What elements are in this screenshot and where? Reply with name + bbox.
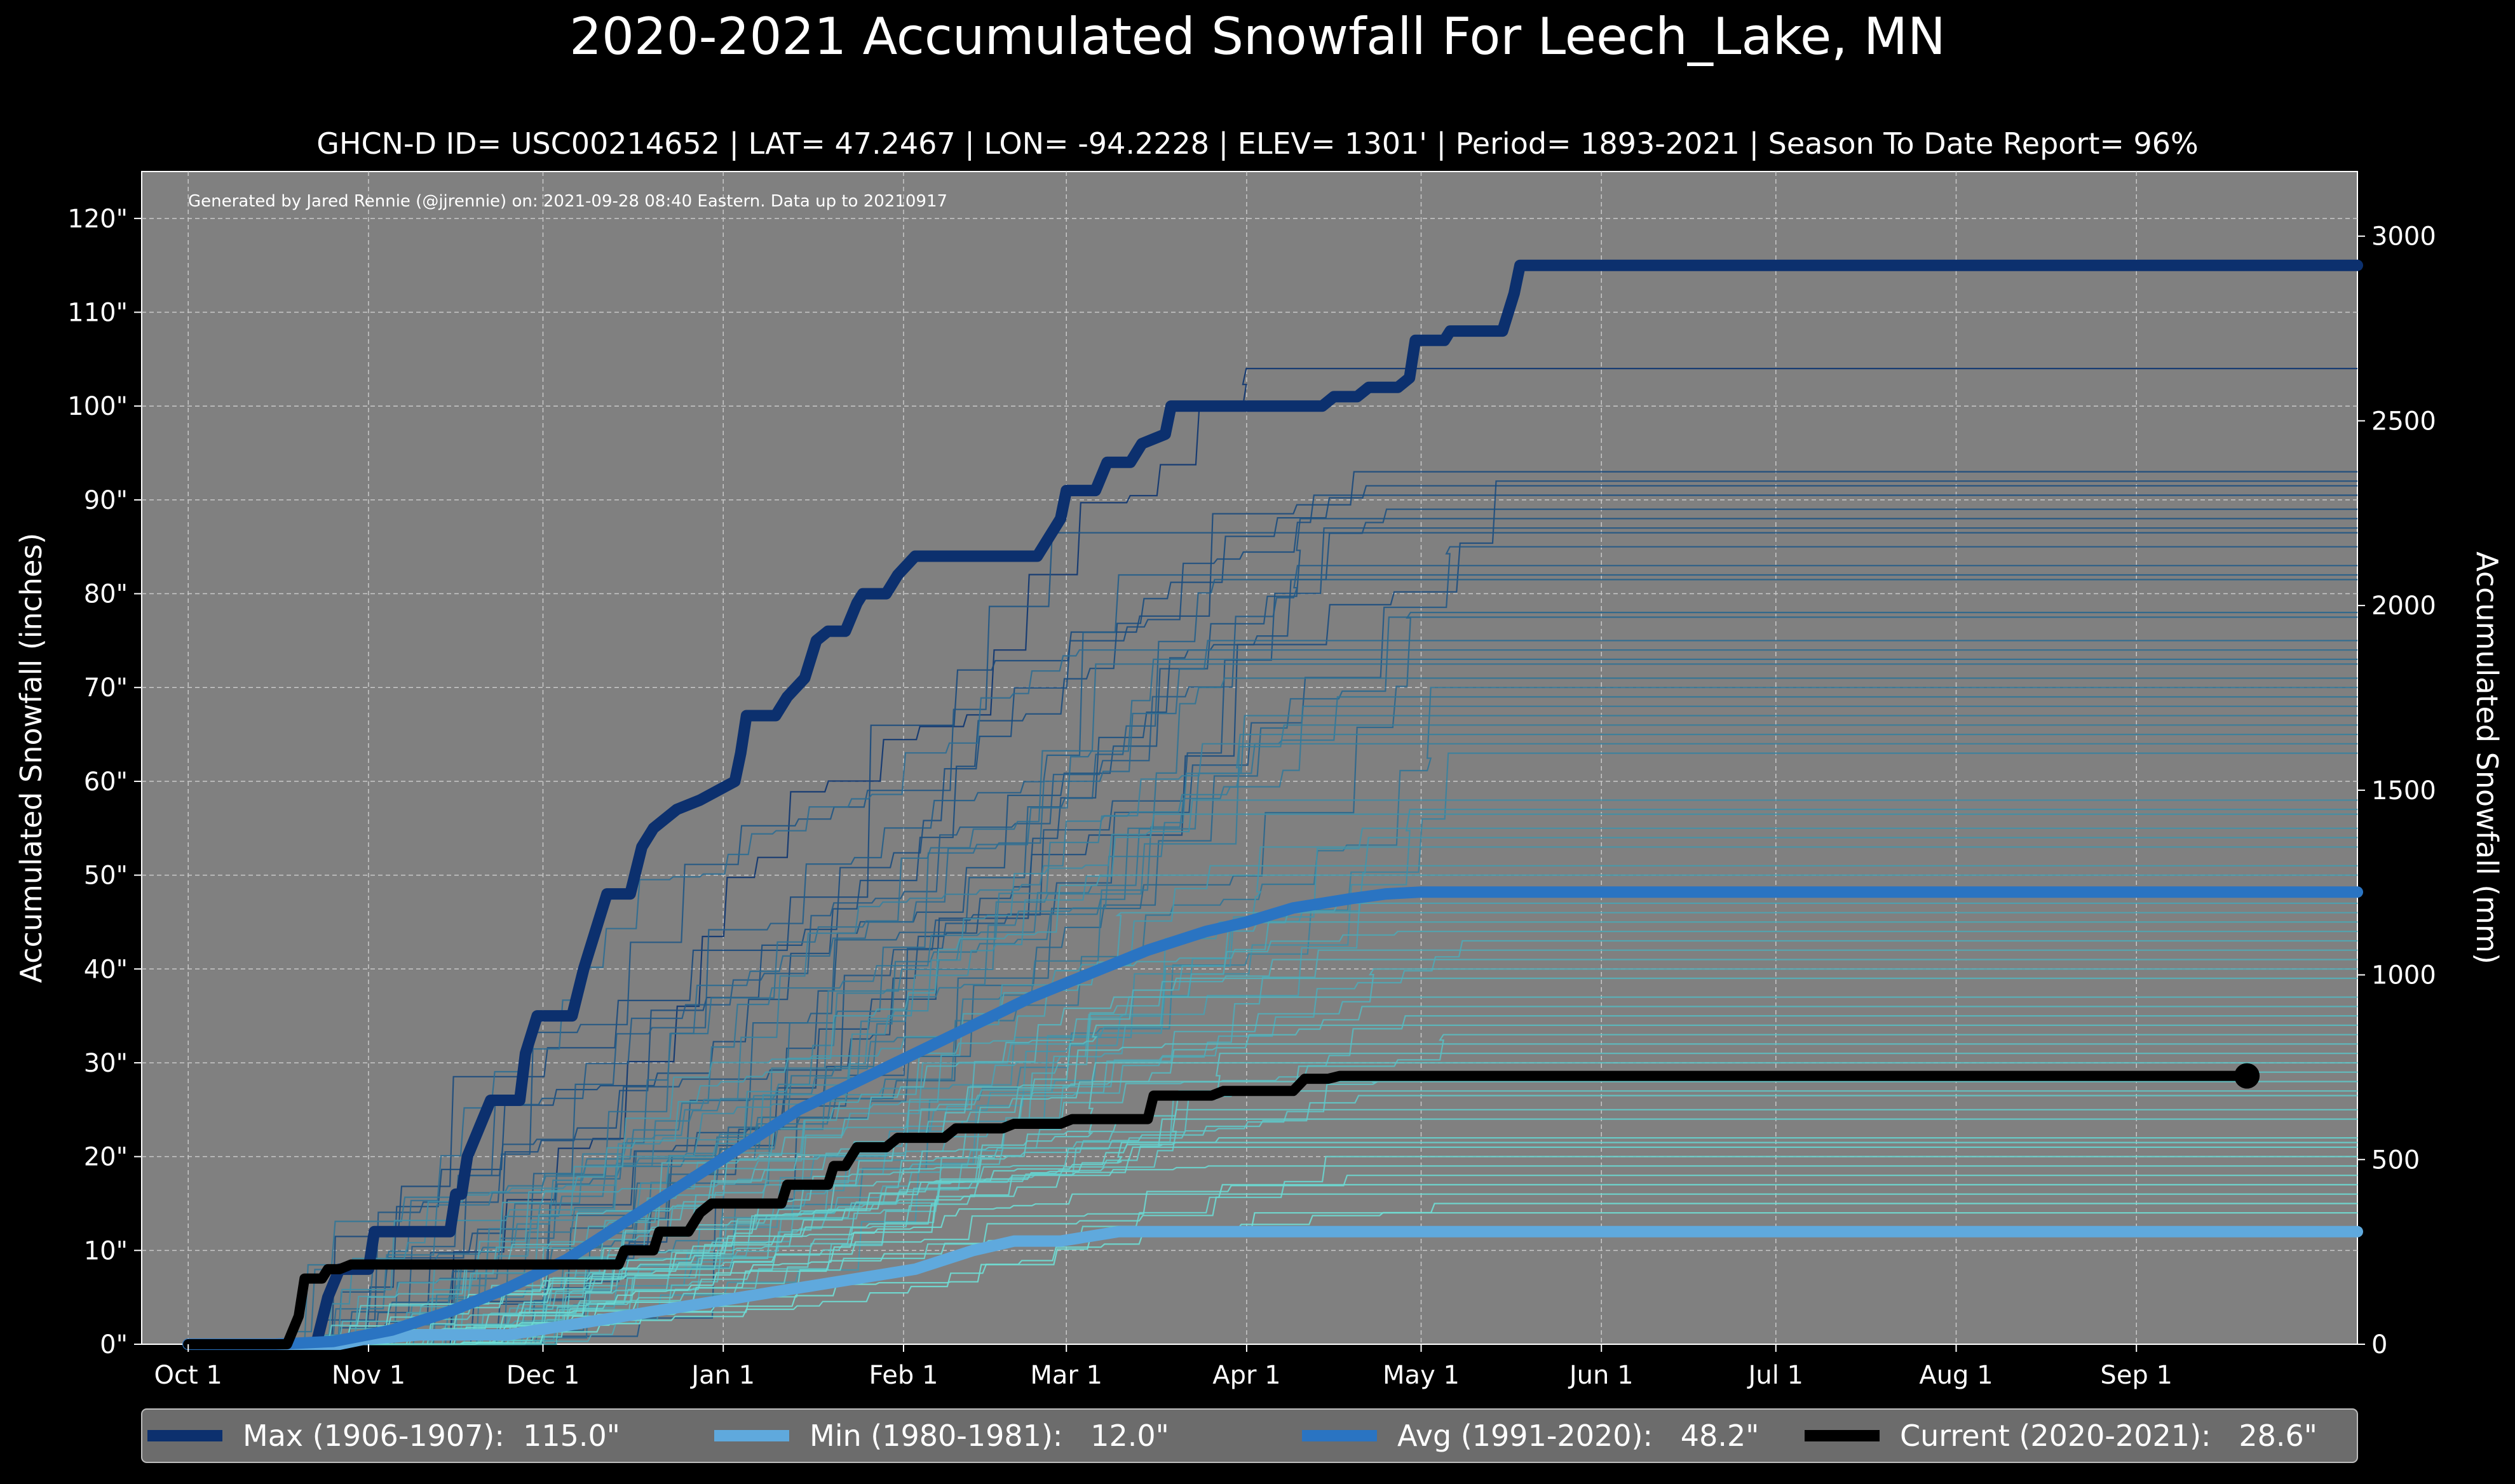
historical-season-line [188, 696, 2357, 1346]
x-tick-label: May 1 [1383, 1361, 1460, 1390]
y-axis-right-label: Accumulated Snowfall (mm) [2470, 551, 2504, 964]
historical-season-line [188, 827, 2357, 1346]
historical-season-line [188, 743, 2357, 1346]
plot-area [141, 171, 2358, 1345]
x-tick-label: Dec 1 [506, 1361, 580, 1390]
x-tick-label: Aug 1 [1919, 1361, 1993, 1390]
y-tick-label: 60" [84, 767, 128, 797]
y-right-tick-label: 1000 [2371, 961, 2436, 990]
series-line-min [182, 1225, 2363, 1350]
legend-label: Avg (1991-2020): 48.2" [1397, 1419, 1759, 1453]
chart-title: 2020-2021 Accumulated Snowfall For Leech… [569, 7, 1946, 66]
y-tick-label: 90" [84, 486, 128, 515]
historical-season-line [188, 1184, 2357, 1346]
x-axis-ticks: Oct 1 Nov 1 Dec 1 Jan 1 Feb 1 Mar 1 Apr 1 May 1… [154, 1344, 2173, 1390]
x-tick-label: Jul 1 [1747, 1361, 1803, 1390]
series-line-avg [182, 886, 2363, 1350]
historical-season-line [188, 480, 2357, 1346]
historical-season-line [188, 1109, 2357, 1346]
historical-season-line [188, 532, 2357, 1346]
historical-season-line [188, 1137, 2357, 1346]
series-lines [182, 259, 2363, 1350]
y-right-tick-label: 3000 [2371, 222, 2436, 252]
current-value-marker [2234, 1063, 2260, 1089]
y-tick-label: 70" [84, 673, 128, 703]
historical-season-line [188, 977, 2357, 1346]
historical-season-line [188, 546, 2357, 1346]
historical-season-line [188, 1175, 2357, 1346]
historical-season-line [188, 1142, 2357, 1346]
x-tick-label: Jan 1 [689, 1361, 755, 1390]
historical-season-line [188, 734, 2357, 1346]
x-tick-label: Apr 1 [1212, 1361, 1280, 1390]
y-right-tick-label: 0 [2371, 1330, 2387, 1359]
x-tick-label: Jun 1 [1568, 1361, 1634, 1390]
y-tick-label: 40" [84, 955, 128, 984]
y-tick-label: 0" [100, 1330, 128, 1359]
historical-season-line [188, 799, 2357, 1346]
y-axis-ticks: 0" 10" 20" 30" 40" 50" 60" 70" 80" 90" 100" 110" 120… [67, 205, 142, 1359]
y-axis-label: Accumulated Snowfall (inches) [14, 533, 48, 983]
historical-season-line [188, 677, 2357, 1346]
historical-season-line [188, 485, 2357, 1346]
historical-season-line [188, 1156, 2357, 1346]
historical-season-line [188, 494, 2357, 1346]
series-line-current [183, 1070, 2253, 1349]
legend-label: Current (2020-2021): 28.6" [1900, 1419, 2317, 1453]
historical-season-line [188, 640, 2357, 1346]
y-tick-label: 110" [67, 299, 128, 328]
y-tick-label: 50" [84, 861, 128, 891]
y-right-tick-label: 2000 [2371, 591, 2436, 621]
historical-season-line [188, 705, 2357, 1346]
x-tick-label: Sep 1 [2100, 1361, 2173, 1390]
historical-season-line [188, 809, 2357, 1346]
y-tick-label: 30" [84, 1049, 128, 1078]
historical-season-line [188, 724, 2357, 1346]
historical-season-line [188, 368, 2357, 1346]
historical-season-line [188, 1081, 2357, 1346]
y-right-tick-label: 2500 [2371, 407, 2436, 436]
historical-season-lines [188, 368, 2357, 1346]
x-tick-label: Nov 1 [332, 1361, 405, 1390]
historical-season-line [188, 649, 2357, 1346]
x-tick-label: Mar 1 [1030, 1361, 1102, 1390]
y-right-tick-label: 1500 [2371, 776, 2436, 806]
chart-subtitle: GHCN-D ID= USC00214652 | LAT= 47.2467 | … [316, 126, 2199, 161]
legend: Max (1906-1907): 115.0" Min (1980-1981): … [141, 1408, 2358, 1463]
marker-layer [2234, 1063, 2260, 1089]
y-right-tick-label: 500 [2371, 1145, 2420, 1175]
series-line-max [182, 259, 2363, 1350]
legend-box [141, 1408, 2358, 1463]
x-tick-label: Feb 1 [869, 1361, 938, 1390]
y-tick-label: 80" [84, 580, 128, 609]
historical-season-line [188, 471, 2357, 1346]
historical-season-line [188, 574, 2357, 1346]
y-tick-label: 10" [84, 1236, 128, 1265]
y-tick-label: 20" [84, 1143, 128, 1172]
legend-label: Min (1980-1981): 12.0" [810, 1419, 1169, 1453]
legend-label: Max (1906-1907): 115.0" [243, 1419, 620, 1453]
historical-season-line [188, 902, 2357, 1346]
credit-text: Generated by Jared Rennie (@jjrennie) on… [188, 192, 947, 211]
y-axis-right-ticks: 0 500 1000 1500 2000 2500 3000 [2357, 222, 2436, 1359]
y-tick-label: 120" [67, 205, 128, 234]
x-tick-label: Oct 1 [154, 1361, 222, 1390]
historical-season-line [188, 527, 2357, 1346]
historical-season-line [188, 968, 2357, 1346]
y-tick-label: 100" [67, 392, 128, 421]
